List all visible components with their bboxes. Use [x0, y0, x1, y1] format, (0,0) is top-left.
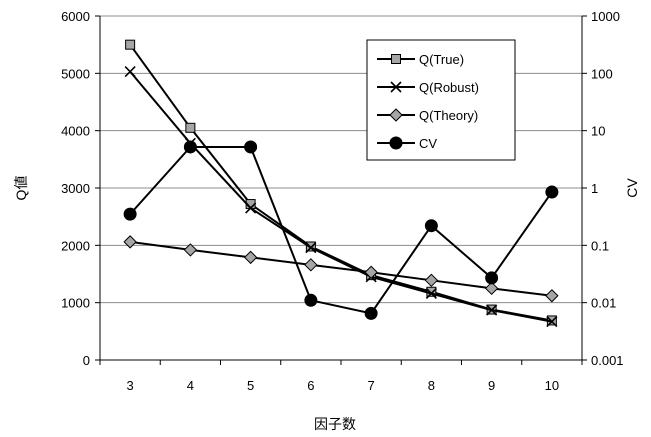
y-axis-title: Q値	[13, 176, 29, 201]
point-q-robust-3	[305, 242, 317, 254]
x-tick-label-7: 10	[545, 378, 559, 393]
series-q-theory	[123, 235, 559, 303]
y-tick-label-1: 1000	[61, 296, 90, 311]
legend-label-q-true: Q(True)	[419, 52, 464, 67]
series-group	[123, 39, 559, 328]
x-tick-label-4: 7	[368, 378, 375, 393]
y2-tick-label-6: 1000	[591, 9, 620, 24]
point-q-robust-5-b	[425, 287, 437, 300]
point-cv-2	[244, 140, 258, 154]
series-cv	[123, 140, 559, 320]
y2-tick-label-3: 1	[591, 181, 598, 196]
y-tick-label-3: 3000	[61, 181, 90, 196]
y2-tick-label-2: 0.1	[591, 238, 609, 253]
point-cv-0	[123, 207, 137, 221]
series-line-cv	[129, 145, 553, 315]
legend-item-cv: CV	[377, 136, 437, 151]
point-q-true-0	[125, 39, 136, 50]
y-tick-label-0: 0	[83, 353, 90, 368]
point-q-robust-0-b	[124, 66, 136, 78]
y2-axis-title: CV	[624, 178, 640, 198]
y-tick-label-6: 6000	[61, 9, 90, 24]
series-line-q-theory	[129, 240, 552, 297]
point-q-theory-0	[123, 235, 137, 249]
legend-marker-q-true	[391, 54, 401, 64]
point-cv-5	[424, 219, 438, 233]
x-tick-label-5: 8	[428, 378, 435, 393]
legend-item-q-robust: Q(Robust)	[377, 80, 479, 95]
point-cv-6	[485, 271, 499, 285]
point-q-robust-6	[486, 304, 498, 316]
point-q-robust-2-b	[245, 202, 257, 214]
point-q-theory-2	[243, 250, 258, 265]
legend: Q(True) Q(Robust) Q(Theory) CV	[366, 39, 516, 161]
axes	[95, 15, 587, 365]
point-cv-4	[364, 306, 378, 320]
y2-tick-label-0: 0.001	[591, 353, 624, 368]
y-tick-label-5: 5000	[61, 66, 90, 81]
point-q-theory-5	[424, 273, 439, 288]
legend-item-q-true: Q(True)	[377, 52, 464, 67]
y2-tick-label-1: 0.01	[591, 296, 616, 311]
x-tick-label-3: 6	[307, 378, 314, 393]
x-tick-label-0: 3	[127, 378, 134, 393]
point-q-robust-6-b	[486, 304, 498, 316]
legend-marker-cv	[389, 136, 403, 150]
point-cv-7	[545, 185, 559, 199]
legend-label-q-theory: Q(Theory)	[419, 108, 478, 123]
point-cv-3	[304, 293, 318, 307]
x-tick-label-2: 5	[247, 378, 254, 393]
y-tick-label-4: 4000	[61, 124, 90, 139]
point-q-robust-2	[245, 202, 257, 214]
legend-label-cv: CV	[419, 136, 437, 151]
point-q-robust-7	[546, 316, 558, 328]
point-q-robust-5	[425, 287, 437, 300]
y2-tick-label-5: 100	[591, 66, 613, 81]
y-tick-label-2: 2000	[61, 238, 90, 253]
point-q-true-1	[185, 122, 196, 133]
point-q-theory-3	[304, 258, 318, 272]
legend-marker-q-robust	[390, 81, 402, 93]
point-q-theory-6	[484, 281, 499, 296]
legend-label-q-robust: Q(Robust)	[419, 80, 479, 95]
y2-tick-label-4: 10	[591, 124, 605, 139]
point-q-theory-4	[364, 265, 378, 279]
x-axis-title: 因子数	[314, 416, 356, 432]
point-q-robust-0	[124, 66, 136, 78]
point-cv-1	[183, 140, 197, 154]
point-q-theory-1	[183, 243, 198, 257]
point-q-robust-7-b	[546, 316, 558, 328]
point-q-robust-3-b	[305, 242, 317, 254]
series-line-q-robust	[129, 70, 553, 323]
tick-labels: 0 1000 2000 3000 4000 5000 6000 0.001 0.01 0.1 1 10…	[61, 9, 623, 393]
x-tick-label-1: 4	[187, 378, 194, 393]
point-q-theory-7	[545, 289, 559, 303]
x-tick-label-6: 9	[488, 378, 495, 393]
legend-marker-q-theory	[389, 108, 403, 122]
legend-marker-q-robust-b	[390, 81, 402, 93]
legend-item-q-theory: Q(Theory)	[377, 108, 478, 123]
